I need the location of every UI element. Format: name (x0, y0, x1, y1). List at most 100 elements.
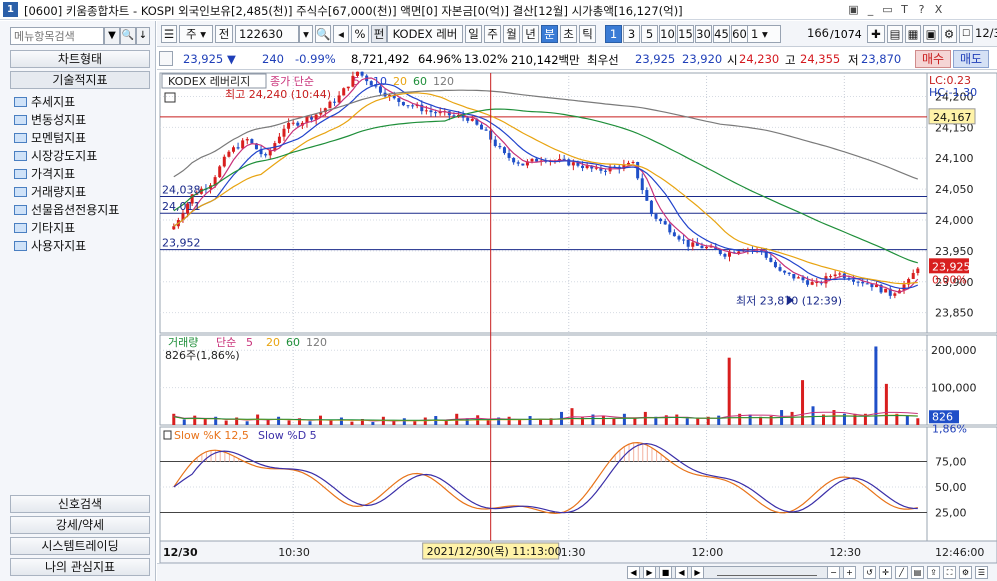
zoom-slider[interactable] (717, 568, 817, 576)
volume-legend-period: 5 (246, 336, 253, 349)
tree-item[interactable]: 추세지표 (14, 93, 75, 110)
stock-code-input[interactable]: 122630 (235, 25, 299, 43)
font-size-icon[interactable]: T (901, 3, 908, 16)
search-dropdown-icon[interactable]: ▼ (104, 27, 120, 45)
date-select[interactable]: 12/30 (975, 26, 997, 40)
volume-bar (413, 421, 417, 425)
fullscreen-icon[interactable]: ⛶ (943, 566, 956, 579)
tree-item[interactable]: 가격지표 (14, 165, 75, 182)
tree-item[interactable]: 모멘텀지표 (14, 129, 86, 146)
window-title: [0600] 키움종합차트 - KOSPI 외국인보유[2,485(천)] 주식… (24, 4, 683, 18)
signal-search-button[interactable]: 신호검색 (10, 495, 150, 513)
volume-bar (298, 418, 302, 425)
reset-view-icon[interactable]: ↺ (863, 566, 876, 579)
interval-tab[interactable]: 15 (677, 25, 694, 43)
moving-average-line (173, 108, 918, 264)
interval-tab[interactable]: 5 (641, 25, 658, 43)
unit-select[interactable]: 1 ▾ (747, 25, 781, 43)
strength-weakness-button[interactable]: 강세/약세 (10, 516, 150, 534)
stochastic-panel (173, 441, 918, 515)
system-trading-button[interactable]: 시스템트레이딩 (10, 537, 150, 555)
volume-bar (685, 418, 689, 425)
save-icon[interactable]: ▣ (923, 25, 939, 43)
add-indicator-icon[interactable]: ✚ (867, 25, 885, 43)
candle (856, 281, 860, 283)
period-select[interactable]: 주 ▾ (179, 25, 213, 43)
volume-bar (863, 413, 867, 425)
candle (773, 261, 777, 268)
period-tab[interactable]: 주 (484, 25, 501, 43)
close-icon[interactable]: X (934, 3, 943, 16)
interval-tab[interactable]: 45 (713, 25, 730, 43)
crosshair-icon[interactable]: ✛ (879, 566, 892, 579)
current-price-tag (929, 258, 969, 274)
scroll-left-icon[interactable]: ◀ (627, 566, 640, 579)
period-tab[interactable]: 일 (465, 25, 482, 43)
draw-line-icon[interactable]: ╱ (895, 566, 908, 579)
chart-grid (159, 72, 997, 563)
tree-item[interactable]: 사용자지표 (14, 237, 86, 254)
overlay-icon[interactable]: ▤ (887, 25, 903, 43)
search-stock-icon[interactable]: 🔍 (315, 25, 331, 43)
period-tab[interactable]: 분 (541, 25, 558, 43)
menu-search-input[interactable] (10, 27, 104, 45)
settings-small-icon[interactable]: ⚙ (959, 566, 972, 579)
zoom-out-icon[interactable]: − (827, 566, 840, 579)
tree-item[interactable]: 거래량지표 (14, 183, 86, 200)
tech-indicator-button[interactable]: 기술적지표 (10, 71, 150, 89)
market-select[interactable]: 전 (215, 25, 233, 43)
candle (746, 249, 750, 251)
sell-button[interactable]: 매도 (953, 50, 989, 68)
chart-split-icon[interactable]: ▦ (905, 25, 921, 43)
candle (241, 140, 245, 149)
tree-item[interactable]: 선물옵션전용지표 (14, 201, 119, 218)
export-icon[interactable]: ⇪ (927, 566, 940, 579)
minimize-icon[interactable]: _ (867, 3, 874, 16)
play-icon[interactable]: ▶ (643, 566, 656, 579)
tree-item[interactable]: 기타지표 (14, 219, 75, 236)
help-icon[interactable]: ? (918, 3, 925, 16)
tree-item[interactable]: 변동성지표 (14, 111, 86, 128)
period-tab[interactable]: 월 (503, 25, 520, 43)
time-axis-date: 12/30 (163, 546, 198, 559)
chart-area[interactable]: 24,200 24,150 24,100 24,050 24,000 23,950 23,9… (157, 71, 997, 563)
window-pin-icon[interactable]: ▣ (848, 3, 859, 16)
period-tab[interactable]: 년 (522, 25, 539, 43)
code-dropdown-icon[interactable]: ▾ (299, 25, 313, 43)
percent-button[interactable]: % (351, 25, 369, 43)
buy-button[interactable]: 매수 (915, 50, 951, 68)
prev-stock-icon[interactable]: ◂ (333, 25, 349, 43)
tree-item[interactable]: 시장강도지표 (14, 147, 97, 164)
my-favorite-indicators-button[interactable]: 나의 관심지표 (10, 558, 150, 576)
period-tab[interactable]: 틱 (579, 25, 596, 43)
period-tab[interactable]: 초 (560, 25, 577, 43)
gear-icon[interactable]: ⚙ (941, 25, 957, 43)
chart-list-icon[interactable]: ☰ (975, 566, 988, 579)
zoom-in-icon[interactable]: + (843, 566, 856, 579)
interval-tab[interactable]: 60 (731, 25, 748, 43)
page-count: 166 (807, 26, 829, 40)
quote-settings-icon[interactable] (159, 51, 173, 66)
chart-menu-icon[interactable]: ☰ (161, 25, 177, 43)
candle (709, 246, 713, 248)
tree-item-label: 기타지표 (31, 221, 76, 235)
restore-icon[interactable]: ▭ (882, 3, 893, 16)
stop-icon[interactable]: ■ (659, 566, 672, 579)
chart-type-button[interactable]: 차트형태 (10, 50, 150, 68)
candle (659, 218, 663, 222)
date-checkbox[interactable]: ☐ (959, 25, 973, 43)
folder-icon (14, 151, 27, 161)
interval-tab[interactable]: 10 (659, 25, 676, 43)
volume-bar (727, 357, 731, 425)
interval-tab[interactable]: 30 (695, 25, 712, 43)
download-icon[interactable]: ↓ (136, 27, 150, 45)
interval-tab[interactable]: 3 (623, 25, 640, 43)
stock-type-icon[interactable]: 펀 (371, 25, 387, 43)
print-icon[interactable]: ▤ (911, 566, 924, 579)
search-icon[interactable]: 🔍 (120, 27, 136, 45)
step-back-icon[interactable]: ◀ (675, 566, 688, 579)
candle (250, 139, 254, 144)
interval-tab[interactable]: 1 (605, 25, 622, 43)
step-forward-icon[interactable]: ▶ (691, 566, 704, 579)
candle (392, 94, 396, 99)
